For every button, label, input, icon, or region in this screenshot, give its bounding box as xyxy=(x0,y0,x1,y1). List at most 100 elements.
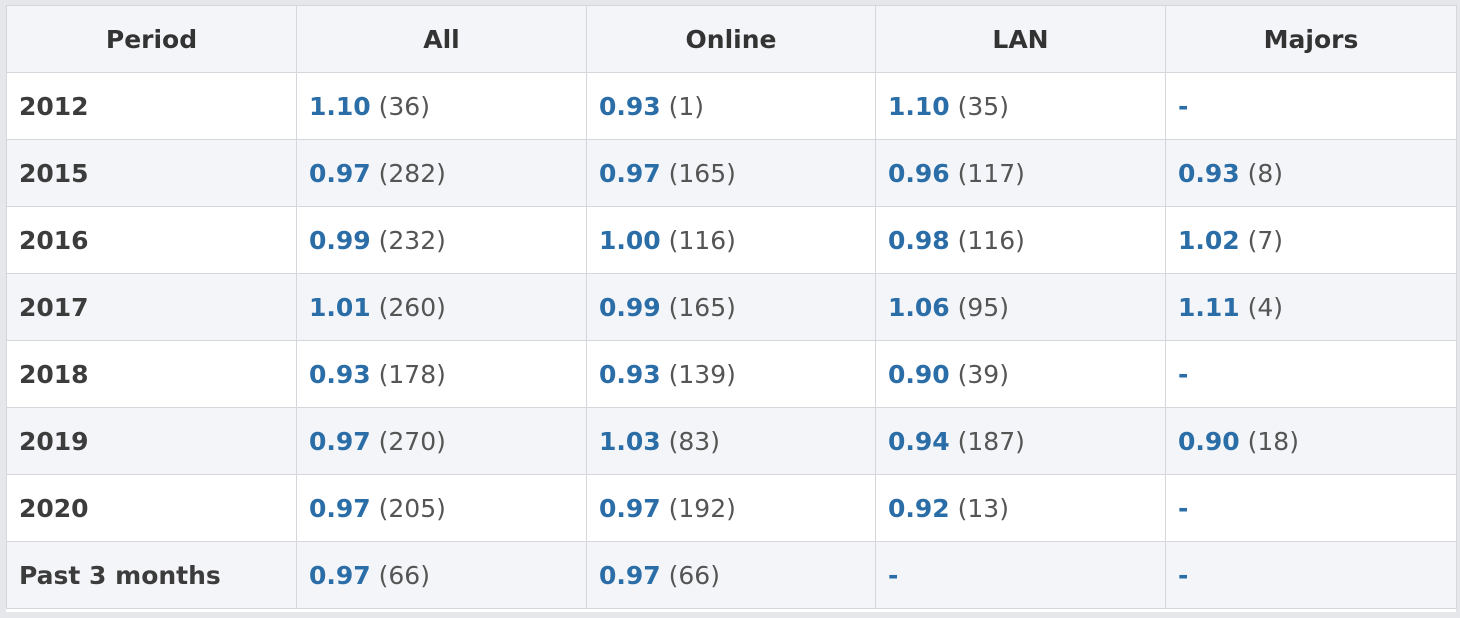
rating-value: 0.98 xyxy=(888,225,950,255)
map-count: (117) xyxy=(957,158,1025,188)
period-cell: 2015 xyxy=(6,139,297,207)
header-majors: Majors xyxy=(1165,5,1457,73)
map-count: (18) xyxy=(1247,426,1299,456)
lan-cell: 1.10 (35) xyxy=(875,72,1166,140)
all-cell: 0.97 (270) xyxy=(296,407,587,475)
majors-cell: 0.93 (8) xyxy=(1165,139,1457,207)
lan-cell: 0.92 (13) xyxy=(875,474,1166,542)
rating-table-panel: Period All Online LAN Majors 2012 1.10 (3… xyxy=(6,5,1457,612)
table-row: Past 3 months 0.97 (66) 0.97 (66) - - xyxy=(6,541,1457,609)
map-count: (139) xyxy=(668,359,736,389)
rating-value: 0.97 xyxy=(599,158,661,188)
all-cell: 1.10 (36) xyxy=(296,72,587,140)
table-header-row: Period All Online LAN Majors xyxy=(6,5,1457,73)
header-all: All xyxy=(296,5,587,73)
map-count: (8) xyxy=(1247,158,1284,188)
table-row: 2012 1.10 (36) 0.93 (1) 1.10 (35) - xyxy=(6,72,1457,140)
map-count: (35) xyxy=(957,91,1009,121)
majors-cell: - xyxy=(1165,474,1457,542)
map-count: (187) xyxy=(957,426,1025,456)
map-count: (1) xyxy=(668,91,705,121)
empty-value: - xyxy=(888,560,899,590)
table-row: 2019 0.97 (270) 1.03 (83) 0.94 (187) 0.90 (1… xyxy=(6,407,1457,475)
rating-value: 0.93 xyxy=(599,359,661,389)
rating-value: 0.97 xyxy=(309,426,371,456)
rating-value: 0.99 xyxy=(599,292,661,322)
period-cell: 2012 xyxy=(6,72,297,140)
map-count: (4) xyxy=(1247,292,1284,322)
map-count: (66) xyxy=(668,560,720,590)
map-count: (165) xyxy=(668,292,736,322)
online-cell: 0.99 (165) xyxy=(586,273,876,341)
rating-value: 0.96 xyxy=(888,158,950,188)
all-cell: 0.97 (66) xyxy=(296,541,587,609)
rating-value: 1.11 xyxy=(1178,292,1240,322)
majors-cell: - xyxy=(1165,340,1457,408)
rating-value: 0.90 xyxy=(1178,426,1240,456)
map-count: (66) xyxy=(378,560,430,590)
all-cell: 1.01 (260) xyxy=(296,273,587,341)
empty-value: - xyxy=(1178,91,1189,121)
map-count: (165) xyxy=(668,158,736,188)
majors-cell: 1.02 (7) xyxy=(1165,206,1457,274)
header-online: Online xyxy=(586,5,876,73)
period-cell: Past 3 months xyxy=(6,541,297,609)
lan-cell: 0.94 (187) xyxy=(875,407,1166,475)
rating-value: 1.02 xyxy=(1178,225,1240,255)
rating-value: 0.94 xyxy=(888,426,950,456)
empty-value: - xyxy=(1178,560,1189,590)
period-cell: 2019 xyxy=(6,407,297,475)
map-count: (178) xyxy=(378,359,446,389)
rating-value: 0.93 xyxy=(599,91,661,121)
rating-value: 0.93 xyxy=(1178,158,1240,188)
online-cell: 0.97 (66) xyxy=(586,541,876,609)
period-cell: 2017 xyxy=(6,273,297,341)
period-cell: 2018 xyxy=(6,340,297,408)
rating-value: 1.10 xyxy=(888,91,950,121)
rating-value: 0.97 xyxy=(309,493,371,523)
lan-cell: - xyxy=(875,541,1166,609)
all-cell: 0.97 (205) xyxy=(296,474,587,542)
lan-cell: 0.96 (117) xyxy=(875,139,1166,207)
map-count: (116) xyxy=(668,225,736,255)
map-count: (83) xyxy=(668,426,720,456)
online-cell: 0.93 (1) xyxy=(586,72,876,140)
rating-value: 0.90 xyxy=(888,359,950,389)
rating-by-period-table: Period All Online LAN Majors 2012 1.10 (3… xyxy=(6,5,1457,609)
rating-value: 1.03 xyxy=(599,426,661,456)
map-count: (282) xyxy=(378,158,446,188)
map-count: (116) xyxy=(957,225,1025,255)
map-count: (260) xyxy=(378,292,446,322)
online-cell: 1.00 (116) xyxy=(586,206,876,274)
table-row: 2020 0.97 (205) 0.97 (192) 0.92 (13) - xyxy=(6,474,1457,542)
rating-value: 0.92 xyxy=(888,493,950,523)
map-count: (192) xyxy=(668,493,736,523)
period-cell: 2020 xyxy=(6,474,297,542)
map-count: (7) xyxy=(1247,225,1284,255)
majors-cell: - xyxy=(1165,541,1457,609)
period-cell: 2016 xyxy=(6,206,297,274)
lan-cell: 0.90 (39) xyxy=(875,340,1166,408)
all-cell: 0.93 (178) xyxy=(296,340,587,408)
map-count: (232) xyxy=(378,225,446,255)
table-row: 2016 0.99 (232) 1.00 (116) 0.98 (116) 1.02 (… xyxy=(6,206,1457,274)
rating-value: 0.93 xyxy=(309,359,371,389)
table-row: 2015 0.97 (282) 0.97 (165) 0.96 (117) 0.93 (… xyxy=(6,139,1457,207)
all-cell: 0.97 (282) xyxy=(296,139,587,207)
map-count: (205) xyxy=(378,493,446,523)
header-period: Period xyxy=(6,5,297,73)
majors-cell: 1.11 (4) xyxy=(1165,273,1457,341)
rating-value: 0.97 xyxy=(309,560,371,590)
majors-cell: 0.90 (18) xyxy=(1165,407,1457,475)
empty-value: - xyxy=(1178,359,1189,389)
rating-value: 0.97 xyxy=(599,560,661,590)
map-count: (270) xyxy=(378,426,446,456)
lan-cell: 1.06 (95) xyxy=(875,273,1166,341)
map-count: (13) xyxy=(957,493,1009,523)
lan-cell: 0.98 (116) xyxy=(875,206,1166,274)
rating-value: 1.01 xyxy=(309,292,371,322)
map-count: (36) xyxy=(378,91,430,121)
table-row: 2017 1.01 (260) 0.99 (165) 1.06 (95) 1.11 (4… xyxy=(6,273,1457,341)
rating-value: 1.06 xyxy=(888,292,950,322)
empty-value: - xyxy=(1178,493,1189,523)
